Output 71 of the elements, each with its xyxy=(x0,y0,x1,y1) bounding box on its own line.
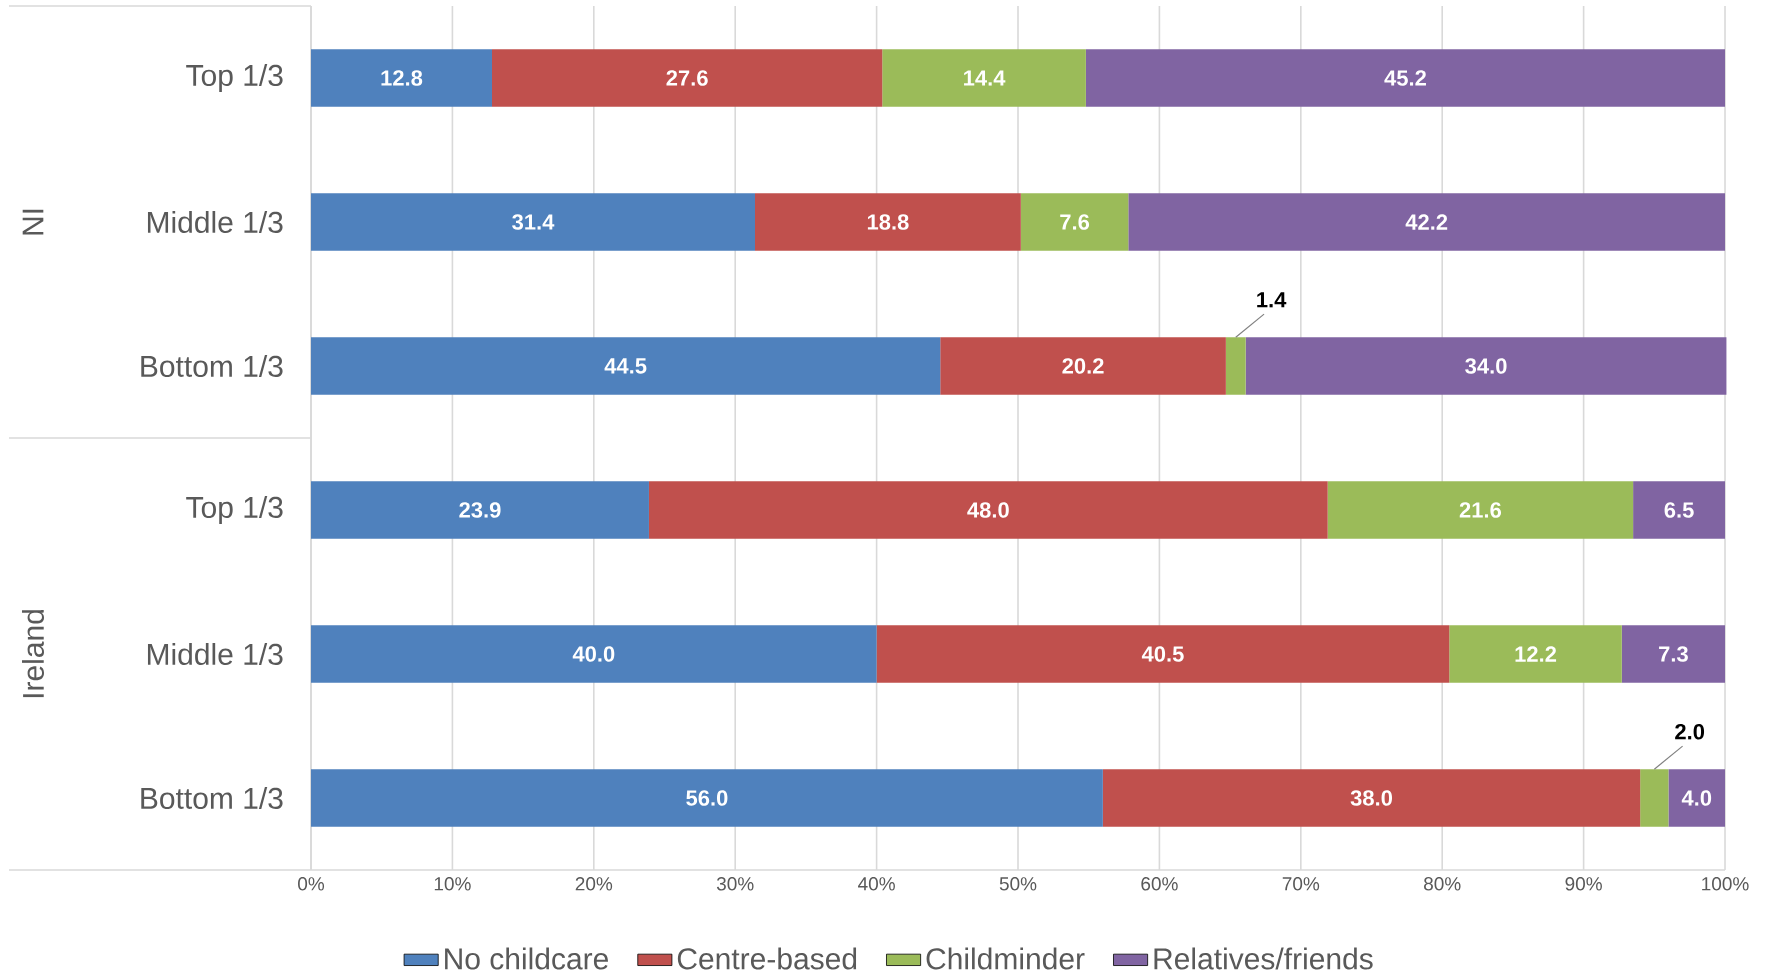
bar xyxy=(1085,49,1726,107)
data-label: 56.0 xyxy=(686,790,728,806)
y-tick-label: Top 1/3 xyxy=(186,495,283,524)
x-tick-label: 70% xyxy=(1282,876,1320,891)
data-label: 23.9 xyxy=(459,502,501,518)
y-tick-label: Middle 1/3 xyxy=(147,642,283,665)
bar xyxy=(1327,481,1634,539)
x-tick-label: 10% xyxy=(434,876,471,891)
bar xyxy=(1633,481,1726,539)
data-label: 2.0 xyxy=(1675,723,1705,740)
bar xyxy=(1020,193,1129,251)
x-tick-label: 30% xyxy=(716,876,754,891)
data-label: 12.8 xyxy=(381,70,423,86)
y-tick-label: Bottom 1/3 xyxy=(141,786,283,809)
bar xyxy=(311,625,877,683)
legend-label: Childminder xyxy=(926,947,1085,970)
legend-label: No childcare xyxy=(445,947,608,970)
data-label: 20.2 xyxy=(1062,358,1104,374)
bar xyxy=(311,193,755,251)
bar xyxy=(1621,625,1726,683)
data-label: 7.3 xyxy=(1659,646,1688,662)
x-tick-label: 80% xyxy=(1424,876,1461,891)
y-tick-label: Top 1/3 xyxy=(186,63,283,92)
x-tick-label: 50% xyxy=(999,876,1037,891)
data-label: 12.2 xyxy=(1515,646,1557,662)
x-tick-label: 60% xyxy=(1141,876,1178,891)
bar xyxy=(1668,769,1726,827)
data-label: 1.4 xyxy=(1257,292,1287,308)
data-label: 21.6 xyxy=(1459,502,1502,518)
data-label: 40.0 xyxy=(572,646,615,662)
data-label: 18.8 xyxy=(867,214,909,230)
data-label: 27.6 xyxy=(666,70,708,86)
bar xyxy=(882,49,1086,107)
bar xyxy=(311,49,492,107)
legend-label: Centre-based xyxy=(677,947,857,970)
data-label: 48.0 xyxy=(967,502,1009,518)
y-tick-label: Middle 1/3 xyxy=(147,210,283,233)
data-label: 40.5 xyxy=(1141,646,1184,662)
bar xyxy=(755,193,1021,251)
bar xyxy=(648,481,1328,539)
bar xyxy=(311,337,941,395)
data-label: 4.0 xyxy=(1681,790,1712,806)
bar xyxy=(492,49,883,107)
bar xyxy=(1128,193,1726,251)
x-tick-label: 0% xyxy=(298,876,325,891)
bar xyxy=(1245,337,1727,395)
text: NI xyxy=(22,209,44,235)
data-label: 14.4 xyxy=(964,70,1006,86)
x-tick-label: 20% xyxy=(575,876,613,891)
bar xyxy=(1102,769,1641,827)
x-tick-label: 90% xyxy=(1565,876,1602,891)
bar xyxy=(940,337,1226,395)
data-label: 38.0 xyxy=(1350,790,1393,806)
data-label: 7.6 xyxy=(1060,214,1090,230)
x-tick-label: 40% xyxy=(858,876,895,891)
x-tick-label: 100% xyxy=(1702,876,1749,891)
data-label: 42.2 xyxy=(1405,214,1448,230)
bar xyxy=(311,769,1103,827)
bar xyxy=(1640,769,1669,827)
bar xyxy=(1225,337,1246,395)
bar xyxy=(1449,625,1622,683)
legend-label: Relatives/friends xyxy=(1154,947,1373,970)
data-label: 45.2 xyxy=(1384,70,1426,86)
data-label: 31.4 xyxy=(512,214,555,230)
y-tick-label: Bottom 1/3 xyxy=(141,354,283,377)
text: Ireland xyxy=(21,609,45,697)
bar xyxy=(311,481,649,539)
bar xyxy=(876,625,1450,683)
data-label: 34.0 xyxy=(1465,358,1507,374)
data-label: 44.5 xyxy=(604,358,647,374)
data-label: 6.5 xyxy=(1664,502,1694,518)
